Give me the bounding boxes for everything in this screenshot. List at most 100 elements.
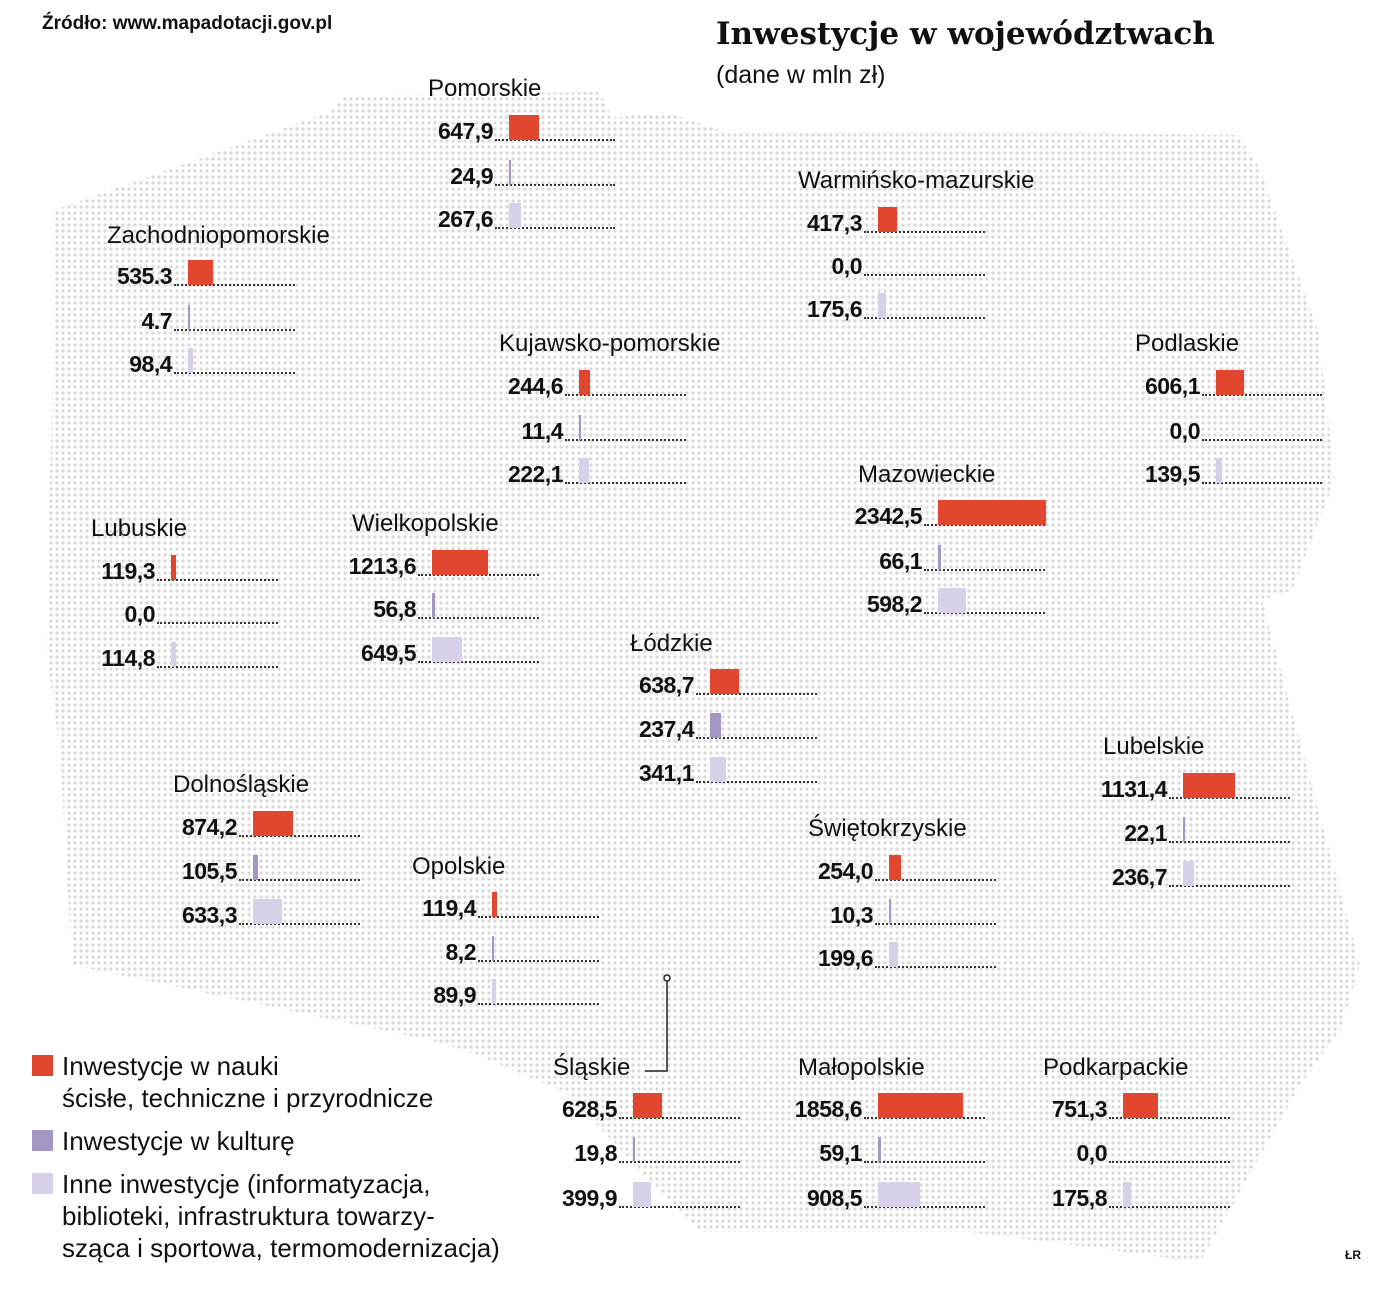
dotted-baseline <box>495 137 615 141</box>
bar-kultura <box>710 713 721 738</box>
bar-inne <box>509 203 522 228</box>
bar-nauki <box>432 550 488 575</box>
dotted-baseline <box>1109 1159 1230 1163</box>
bar-inne <box>579 458 590 483</box>
legend-item-inne: Inne inwestycje (informatyzacja, bibliot… <box>32 1168 500 1264</box>
data-label: 236,7 <box>1111 864 1168 890</box>
region-name: Lubuskie <box>91 515 188 542</box>
data-label: 244,6 <box>507 373 564 399</box>
bar-nauki <box>171 555 177 580</box>
data-label: 89,9 <box>433 982 476 1008</box>
legend-text: sząca i sportowa, termomodernizacja) <box>62 1233 500 1263</box>
bar-nauki <box>579 370 591 395</box>
legend: Inwestycje w nauki ścisłe, techniczne i … <box>32 1050 500 1275</box>
data-label: 267,6 <box>437 206 494 232</box>
data-label: 417,3 <box>806 210 863 236</box>
region-name: Opolskie <box>412 853 506 880</box>
legend-item-nauki: Inwestycje w nauki ścisłe, techniczne i … <box>32 1050 500 1114</box>
data-label: 175,6 <box>806 296 863 322</box>
bar-inne <box>1216 458 1223 483</box>
data-label: 341,1 <box>638 760 695 786</box>
data-label: 399,9 <box>561 1185 618 1211</box>
legend-text: Inwestycje w kulturę <box>62 1126 295 1156</box>
dotted-baseline <box>1169 795 1290 799</box>
data-label: 751,3 <box>1051 1096 1108 1122</box>
dotted-baseline <box>478 914 599 918</box>
data-label: 222,1 <box>507 461 564 487</box>
data-label: 628,5 <box>561 1096 618 1122</box>
bar-inne <box>633 1182 652 1207</box>
data-label: 535.3 <box>116 263 173 289</box>
bar-nauki <box>710 669 740 694</box>
legend-swatch <box>32 1130 53 1151</box>
dotted-baseline <box>1109 1115 1230 1119</box>
bar-kultura <box>509 160 511 185</box>
bar-kultura <box>492 936 494 961</box>
dotted-baseline <box>239 877 360 881</box>
bar-nauki <box>492 892 498 917</box>
legend-text: Inne inwestycje (informatyzacja, <box>62 1169 431 1199</box>
bar-nauki <box>188 260 213 285</box>
dotted-baseline <box>875 921 996 925</box>
bar-nauki <box>878 207 898 232</box>
dotted-baseline <box>619 1204 740 1208</box>
author-credit: ŁR <box>1345 1248 1361 1262</box>
bar-inne <box>492 979 497 1004</box>
data-label: 114,8 <box>101 645 155 671</box>
bar-kultura <box>878 1137 881 1162</box>
bar-kultura <box>188 305 190 330</box>
data-label: 19,8 <box>574 1140 617 1166</box>
bar-kultura <box>1183 817 1185 842</box>
dotted-baseline <box>619 1159 740 1163</box>
dotted-baseline <box>864 229 985 233</box>
bar-kultura <box>889 899 891 924</box>
region-name: Zachodniopomorskie <box>107 222 330 249</box>
dotted-baseline <box>174 370 295 374</box>
chart-title: Inwestycje w województwach <box>716 16 1215 52</box>
bar-inne <box>878 293 887 318</box>
data-label: 175,8 <box>1051 1185 1108 1211</box>
legend-text: ścisłe, techniczne i przyrodnicze <box>62 1083 434 1113</box>
bar-nauki <box>633 1093 662 1118</box>
region-name: Pomorskie <box>428 75 542 102</box>
region-name: Kujawsko-pomorskie <box>499 330 721 357</box>
dotted-baseline <box>418 572 539 576</box>
data-label: 598,2 <box>866 591 923 617</box>
legend-item-kultura: Inwestycje w kulturę <box>32 1125 500 1157</box>
data-label: 237,4 <box>638 716 695 742</box>
bar-kultura <box>633 1137 635 1162</box>
data-label: 0,0 <box>1076 1140 1108 1166</box>
data-label: 119,3 <box>101 558 155 584</box>
data-label: 606,1 <box>1144 373 1201 399</box>
legend-text: Inwestycje w nauki <box>62 1051 279 1081</box>
dotted-baseline <box>157 664 278 668</box>
dotted-baseline <box>1202 392 1322 396</box>
region-name: Śląskie <box>553 1054 631 1081</box>
region-name: Mazowieckie <box>858 461 996 488</box>
dotted-baseline <box>239 833 360 837</box>
bar-kultura <box>938 545 942 570</box>
dotted-baseline <box>239 921 360 925</box>
data-label: 119,4 <box>422 895 476 921</box>
dotted-baseline <box>696 735 817 739</box>
data-label: 139,5 <box>1144 461 1201 487</box>
dotted-baseline <box>1169 883 1290 887</box>
dotted-baseline <box>864 1159 985 1163</box>
bar-inne <box>938 588 966 613</box>
bar-inne <box>253 899 283 924</box>
bar-nauki <box>889 855 901 880</box>
chart-subtitle: (dane w mln zł) <box>716 61 886 89</box>
data-label: 0,0 <box>1169 418 1201 444</box>
data-label: 254,0 <box>817 858 874 884</box>
region-name: Lubelskie <box>1103 733 1205 760</box>
data-label: 0,0 <box>124 601 156 627</box>
data-label: 199,6 <box>817 945 874 971</box>
data-label: 98,4 <box>129 351 172 377</box>
data-label: 908,5 <box>806 1185 863 1211</box>
bar-nauki <box>1123 1093 1158 1118</box>
data-label: 0,0 <box>831 253 863 279</box>
data-label: 59,1 <box>819 1140 862 1166</box>
bar-kultura <box>432 593 435 618</box>
data-label: 56,8 <box>373 596 416 622</box>
dotted-baseline <box>565 392 686 396</box>
